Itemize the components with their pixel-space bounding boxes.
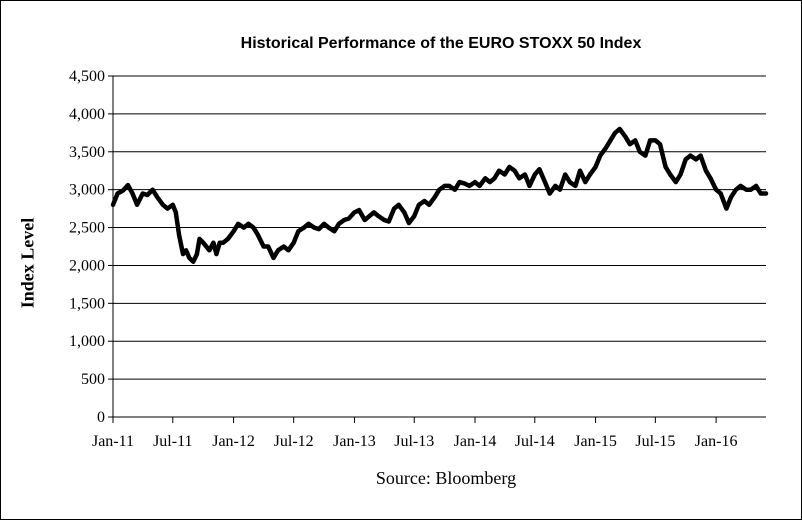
y-tick-label: 2,500 [69, 220, 105, 237]
y-tick-label: 500 [81, 371, 105, 388]
y-tick-label: 4,000 [69, 106, 105, 123]
x-tick-label: Jan-16 [695, 433, 738, 450]
x-tick-label: Jul-13 [394, 433, 434, 450]
x-tick-label: Jan-14 [454, 433, 497, 450]
y-tick-label: 3,000 [69, 182, 105, 199]
grid-lines [113, 75, 766, 380]
x-tick-label: Jul-14 [515, 433, 555, 450]
y-tick-label: 4,500 [69, 68, 105, 85]
y-tick-label: 1,000 [69, 333, 105, 350]
x-tick-label: Jul-15 [635, 433, 675, 450]
y-tick-labels: 0 500 1,000 1,500 2,000 2,500 3,000 3,500 4,000 4… [69, 68, 105, 426]
source-note: Source: Bloomberg [375, 468, 517, 488]
y-tick-label: 3,500 [69, 144, 105, 161]
x-tick-label: Jan-15 [574, 433, 617, 450]
series-layer [110, 126, 769, 264]
y-tick-label: 0 [97, 409, 105, 426]
chart-title: Historical Performance of the EURO STOXX… [240, 35, 642, 52]
x-tick-label: Jul-12 [274, 433, 314, 450]
y-tick-label: 2,000 [69, 257, 105, 274]
x-tick-label: Jan-11 [92, 433, 134, 450]
x-tick-label: Jan-12 [212, 433, 255, 450]
x-tick-labels: Jan-11 Jul-11 Jan-12 Jul-12 Jan-13 Jul-13 Jan-… [92, 433, 737, 450]
x-tick-label: Jan-13 [333, 433, 376, 450]
x-tick-label: Jul-11 [153, 433, 192, 450]
y-tick-label: 1,500 [69, 295, 105, 312]
series-line-index-level [110, 126, 769, 264]
axes [108, 75, 766, 423]
